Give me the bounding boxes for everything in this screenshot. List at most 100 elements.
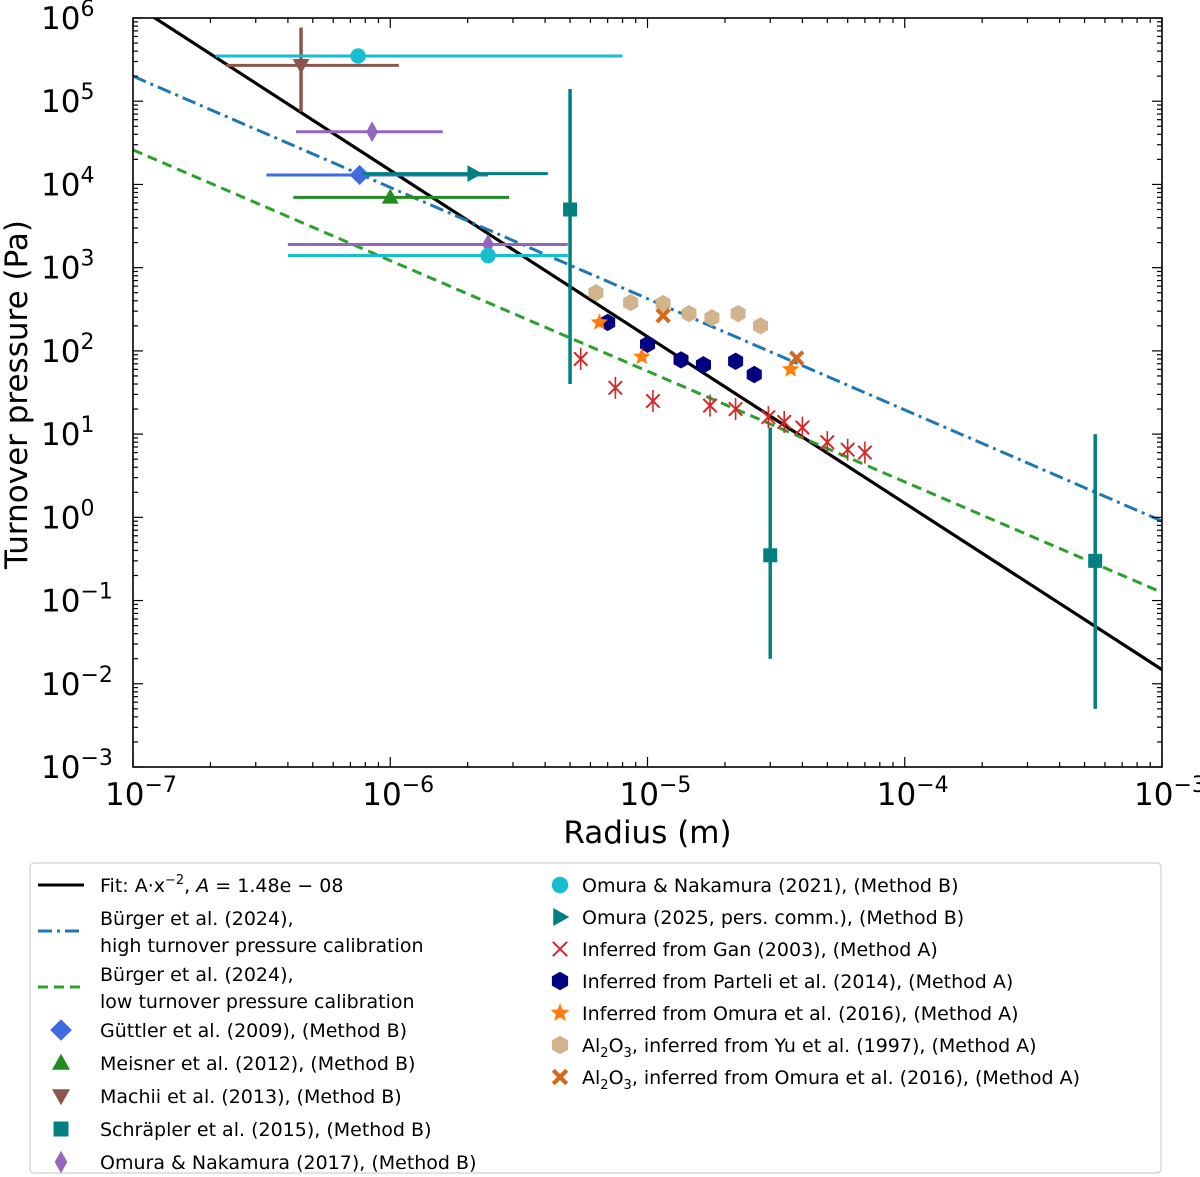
data-point xyxy=(1088,553,1103,568)
data-point xyxy=(655,307,671,324)
x-tick-label: 10−7 xyxy=(105,773,177,813)
legend-label: Meisner et al. (2012), (Method B) xyxy=(100,1053,415,1075)
legend-label: Al2O3, inferred from Yu et al. (1997), (… xyxy=(582,1035,1037,1061)
legend-label: Inferred from Gan (2003), (Method A) xyxy=(582,939,938,961)
legend-marker-swatch xyxy=(54,1150,68,1174)
data-point xyxy=(573,351,589,367)
data-point xyxy=(794,420,810,435)
legend-label: Bürger et al. (2024), xyxy=(100,908,294,930)
y-tick-label: 106 xyxy=(41,0,94,37)
data-point xyxy=(623,294,639,312)
legend-label: Bürger et al. (2024), xyxy=(100,964,294,986)
legend-item-machii: Machii et al. (2013), (Method B) xyxy=(52,1086,402,1108)
y-tick-label: 105 xyxy=(41,80,94,120)
data-point xyxy=(788,350,805,366)
series-2 xyxy=(226,27,399,112)
plot-area xyxy=(133,18,1162,709)
line-burger_high xyxy=(133,74,1162,523)
legend-label: Inferred from Parteli et al. (2014), (Me… xyxy=(582,971,1013,993)
data-point xyxy=(702,398,718,414)
data-point xyxy=(349,164,370,186)
y-tick-label: 10−2 xyxy=(41,663,113,703)
data-point xyxy=(819,434,835,450)
data-point xyxy=(728,352,744,370)
data-point xyxy=(292,59,310,75)
legend-label: Omura & Nakamura (2017), (Method B) xyxy=(100,1152,476,1174)
legend-marker-swatch xyxy=(551,876,569,894)
series-10 xyxy=(588,284,768,335)
legend-item-guttler: Güttler et al. (2009), (Method B) xyxy=(50,1019,407,1042)
data-point xyxy=(776,414,792,430)
y-tick-label: 10−1 xyxy=(41,580,113,620)
data-point xyxy=(673,351,689,369)
series-6 xyxy=(362,165,548,182)
axes: 10−7 10−6 10−5 10−4 10−3 10−3 10−2 10−1 100 101 10… xyxy=(0,0,1200,851)
data-point xyxy=(704,309,720,327)
legend-marker-swatch xyxy=(550,1003,570,1021)
y-axis-label: Turnover pressure (Pa) xyxy=(0,220,35,570)
legend-label: Omura (2025, pers. comm.), (Method B) xyxy=(582,907,964,929)
legend-label: Omura & Nakamura (2021), (Method B) xyxy=(582,875,958,897)
legend-item-omura2025: Omura (2025, pers. comm.), (Method B) xyxy=(553,907,964,929)
legend-item-omura2016: Inferred from Omura et al. (2016), (Meth… xyxy=(550,1003,1019,1025)
legend-item-omura2017: Omura & Nakamura (2017), (Method B) xyxy=(54,1150,476,1174)
legend-box xyxy=(29,862,1162,1174)
data-point xyxy=(645,393,661,409)
legend-label: Machii et al. (2013), (Method B) xyxy=(100,1086,402,1108)
line-burger_low xyxy=(133,148,1162,594)
series-11 xyxy=(655,307,805,366)
data-point xyxy=(381,188,399,204)
data-point xyxy=(350,48,366,64)
series-5 xyxy=(215,48,623,264)
data-point xyxy=(840,442,856,458)
legend-item-parteli: Inferred from Parteli et al. (2014), (Me… xyxy=(551,971,1013,993)
data-point xyxy=(681,305,697,323)
x-axis-label: Radius (m) xyxy=(563,815,731,851)
legend-marker-swatch xyxy=(52,1089,70,1106)
legend-marker-swatch xyxy=(52,1053,70,1070)
y-tick-label: 103 xyxy=(41,247,94,287)
y-tick-label: 10−3 xyxy=(41,746,113,786)
data-point xyxy=(728,401,744,417)
series-8 xyxy=(600,313,762,384)
legend-item-al2o3_omura: Al2O3, inferred from Omura et al. (2016)… xyxy=(551,1067,1080,1093)
data-point xyxy=(588,284,604,302)
data-point xyxy=(753,317,768,335)
legend-item-schrapler: Schräpler et al. (2015), (Method B) xyxy=(53,1119,431,1141)
y-tick-label: 102 xyxy=(41,330,94,370)
x-tick-label: 10−4 xyxy=(877,773,949,813)
legend-marker-swatch xyxy=(553,908,570,926)
legend-item-gan: Inferred from Gan (2003), (Method A) xyxy=(552,939,938,961)
data-point xyxy=(633,347,651,365)
data-point xyxy=(607,380,623,396)
data-point xyxy=(730,305,746,323)
arrow-marker xyxy=(467,165,483,182)
plot-frame xyxy=(132,17,1163,768)
x-tick-label: 10−3 xyxy=(1134,773,1200,813)
y-tick-label: 100 xyxy=(41,496,94,536)
legend-label: Fit: A·x−2, A = 1.48e − 08 xyxy=(100,873,343,897)
legend-label: Inferred from Omura et al. (2016), (Meth… xyxy=(582,1003,1019,1025)
legend-item-burger_high: Bürger et al. (2024), high turnover press… xyxy=(38,908,424,957)
legend-item-burger_low: Bürger et al. (2024), low turnover pressu… xyxy=(38,964,415,1013)
data-point xyxy=(563,202,578,217)
legend-item-yu: Al2O3, inferred from Yu et al. (1997), (… xyxy=(551,1035,1037,1061)
legend: Fit: A·x−2, A = 1.48e − 08 Bürger et al. … xyxy=(29,862,1162,1174)
series-1 xyxy=(293,188,510,204)
legend-item-omura2021: Omura & Nakamura (2021), (Method B) xyxy=(551,875,958,897)
legend-label: Güttler et al. (2009), (Method B) xyxy=(100,1020,407,1042)
legend-label: low turnover pressure calibration xyxy=(100,991,415,1013)
series-7 xyxy=(573,347,873,464)
data-point xyxy=(366,121,378,143)
data-point xyxy=(857,445,873,461)
legend-marker-swatch xyxy=(50,1019,72,1041)
legend-label: Al2O3, inferred from Omura et al. (2016)… xyxy=(582,1067,1080,1093)
data-point xyxy=(760,409,776,425)
legend-marker-swatch xyxy=(551,971,569,991)
legend-marker-swatch xyxy=(551,1035,569,1055)
data-point xyxy=(782,360,800,377)
data-point xyxy=(640,335,655,353)
data-point xyxy=(746,365,762,384)
series-9 xyxy=(590,313,800,377)
